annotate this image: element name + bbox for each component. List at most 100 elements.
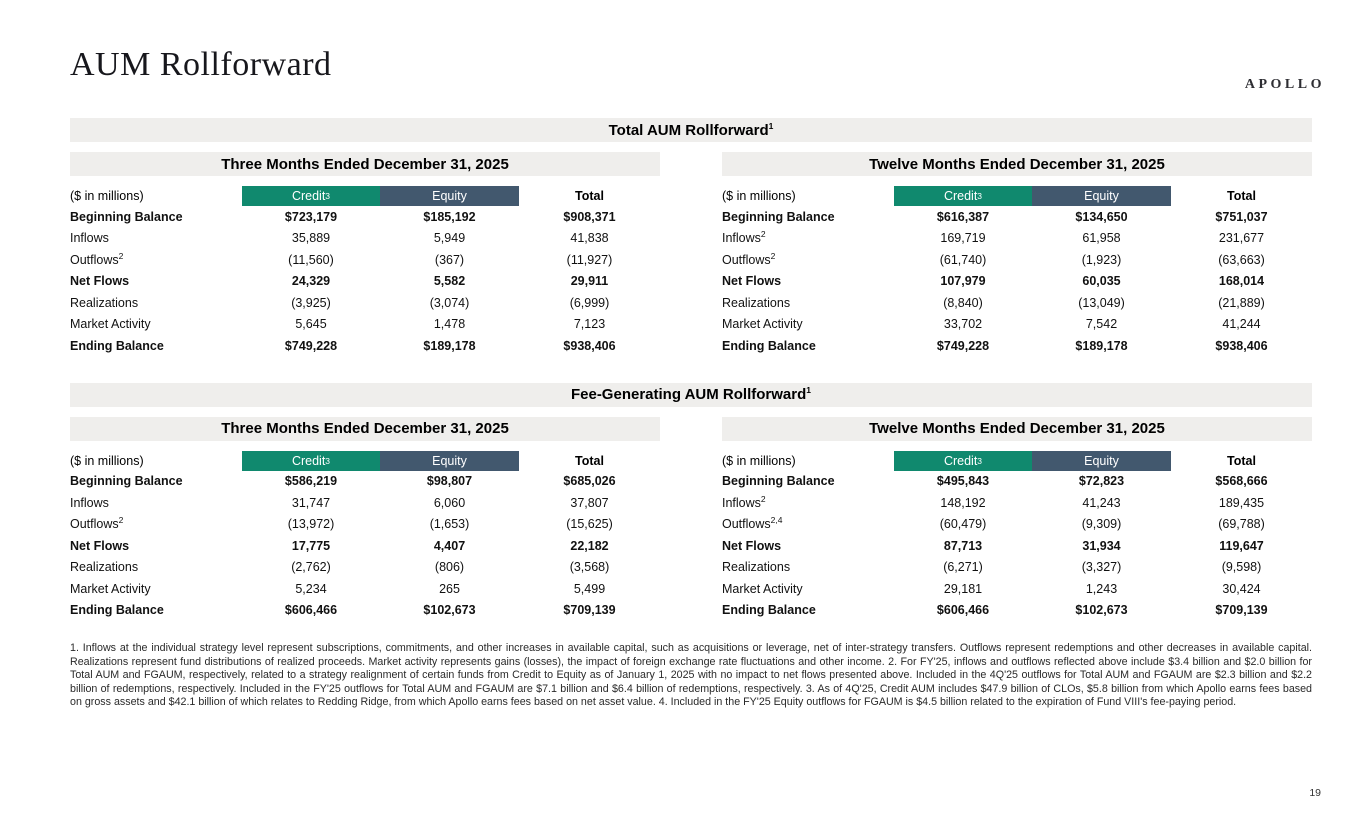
row-label: Realizations: [722, 560, 791, 575]
cell-total: (69,788): [1218, 517, 1265, 532]
slide-page: APOLLO AUM Rollforward Total AUM Rollfor…: [0, 46, 1365, 814]
table-row: Inflows 31,747 6,060 37,807: [70, 492, 660, 514]
table-row: Beginning Balance $616,387 $134,650 $751,03…: [722, 206, 1312, 228]
table-header-row: ($ in millions) Credit 3 Equity Total: [70, 186, 660, 206]
table-row: Realizations (6,271) (3,327) (9,598): [722, 557, 1312, 579]
cell-equity: (367): [434, 252, 465, 267]
section-tables: Three Months Ended December 31, 2025 ($ i…: [70, 152, 1312, 357]
cell-credit: (2,762): [291, 560, 331, 575]
cell-credit: (60,479): [939, 517, 987, 532]
cell-equity: 1,478: [433, 317, 466, 332]
period-header: Twelve Months Ended December 31, 2025: [869, 155, 1165, 173]
table-row: Net Flows 107,979 60,035 168,014: [722, 271, 1312, 293]
column-header-total: Total: [575, 453, 604, 468]
table-row: Ending Balance $606,466 $102,673 $709,139: [722, 600, 1312, 622]
cell-equity: (1,923): [1081, 252, 1122, 267]
cell-total: 41,838: [570, 231, 609, 246]
footnotes: 1. Inflows at the individual strategy le…: [70, 642, 1312, 709]
column-header-equity: Equity: [1032, 186, 1171, 206]
cell-total: 7,123: [573, 317, 606, 332]
cell-equity: $72,823: [1078, 474, 1125, 489]
cell-equity: 5,949: [433, 231, 466, 246]
column-header-total: Total: [1227, 453, 1256, 468]
section-fee-generating-aum: Fee-Generating AUM Rollforward1 Three Mon…: [70, 382, 1312, 622]
row-label: Outflows2: [70, 515, 124, 532]
table-row: Ending Balance $749,228 $189,178 $938,406: [722, 335, 1312, 357]
table-header-row: ($ in millions) Credit 3 Equity Total: [70, 450, 660, 471]
period-header-bar: Twelve Months Ended December 31, 2025: [722, 152, 1312, 176]
cell-credit: (61,740): [939, 252, 987, 267]
cell-total: 22,182: [570, 538, 609, 553]
cell-total: (3,568): [569, 560, 610, 575]
table-row: Market Activity 5,645 1,478 7,123: [70, 314, 660, 336]
row-label: Net Flows: [722, 538, 782, 553]
column-header-total: Total: [1227, 189, 1256, 203]
cell-total: 30,424: [1222, 581, 1261, 596]
table-three-months: Three Months Ended December 31, 2025 ($ i…: [70, 416, 660, 622]
row-label: Ending Balance: [722, 603, 816, 618]
cell-total: $685,026: [563, 474, 616, 489]
table-row: Inflows2 148,192 41,243 189,435: [722, 492, 1312, 514]
cell-credit: (3,925): [291, 295, 331, 310]
table-row: Outflows2 (11,560) (367) (11,927): [70, 249, 660, 271]
table-header-row: ($ in millions) Credit 3 Equity Total: [722, 186, 1312, 206]
superscript: 1: [768, 120, 774, 131]
table-row: Market Activity 5,234 265 5,499: [70, 578, 660, 600]
row-label: Beginning Balance: [70, 209, 183, 224]
cell-total: 29,911: [570, 274, 609, 289]
cell-total: $709,139: [1215, 603, 1268, 618]
section-title: Fee-Generating AUM Rollforward1: [570, 385, 812, 403]
cell-credit: 5,234: [295, 581, 327, 596]
cell-total: $938,406: [1215, 338, 1268, 353]
superscript: 2: [118, 250, 124, 261]
cell-equity: (3,074): [429, 295, 470, 310]
cell-equity: 265: [439, 581, 460, 596]
table-row: Beginning Balance $495,843 $72,823 $568,666: [722, 471, 1312, 493]
table-row: Realizations (3,925) (3,074) (6,999): [70, 292, 660, 314]
cell-equity: $98,807: [426, 474, 473, 489]
table-row: Realizations (2,762) (806) (3,568): [70, 557, 660, 579]
cell-total: 5,499: [573, 581, 606, 596]
section-title: Total AUM Rollforward1: [608, 120, 774, 139]
cell-equity: (9,309): [1081, 517, 1122, 532]
cell-total: $751,037: [1215, 209, 1268, 224]
cell-credit: $495,843: [936, 474, 990, 489]
row-label: Net Flows: [722, 274, 782, 289]
cell-equity: 7,542: [1085, 317, 1118, 332]
cell-equity: $189,178: [1075, 338, 1128, 353]
cell-credit: 148,192: [940, 495, 986, 510]
cell-credit: (6,271): [943, 560, 983, 575]
cell-equity: $185,192: [423, 209, 476, 224]
cell-total: (21,889): [1218, 295, 1265, 310]
row-label: Market Activity: [70, 581, 151, 596]
cell-total: (15,625): [566, 517, 613, 532]
cell-total: (9,598): [1221, 560, 1262, 575]
row-label: Realizations: [70, 295, 139, 310]
row-label: Inflows: [70, 231, 109, 246]
page-title: AUM Rollforward: [70, 46, 332, 83]
row-label: Outflows2: [722, 250, 776, 267]
row-label: Outflows2,4: [722, 515, 783, 532]
cell-credit: (13,972): [287, 517, 335, 532]
cell-total: 189,435: [1218, 495, 1265, 510]
cell-equity: (3,327): [1081, 560, 1122, 575]
cell-equity: 4,407: [433, 538, 466, 553]
table-row: Beginning Balance $586,219 $98,807 $685,026: [70, 471, 660, 493]
cell-total: 37,807: [570, 495, 609, 510]
cell-total: 119,647: [1219, 538, 1264, 553]
column-header-equity: Equity: [1032, 450, 1171, 471]
table-row: Net Flows 87,713 31,934 119,647: [722, 535, 1312, 557]
section-title-bar: Fee-Generating AUM Rollforward1: [70, 382, 1312, 407]
column-header-credit: Credit 3: [894, 186, 1032, 206]
cell-equity: $189,178: [423, 338, 476, 353]
column-header-equity: Equity: [380, 186, 519, 206]
period-header-bar: Twelve Months Ended December 31, 2025: [722, 416, 1312, 441]
cell-credit: 24,329: [291, 274, 331, 289]
row-label: Net Flows: [70, 538, 130, 553]
row-label: Net Flows: [70, 274, 130, 289]
cell-equity: 60,035: [1082, 274, 1121, 289]
row-label: Outflows2: [70, 250, 124, 267]
cell-equity: 5,582: [433, 274, 466, 289]
table-row: Outflows2 (61,740) (1,923) (63,663): [722, 249, 1312, 271]
superscript: 2: [760, 493, 766, 504]
